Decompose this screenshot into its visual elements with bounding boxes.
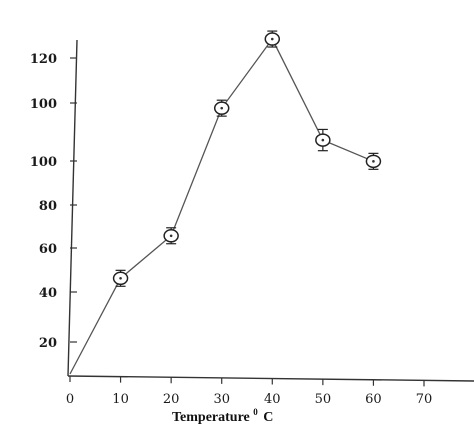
data-point-center xyxy=(372,160,375,163)
x-tick-label: 50 xyxy=(315,392,332,407)
y-tick-label: 80 xyxy=(39,199,57,214)
y-axis-line xyxy=(67,39,78,377)
x-tick-label: 30 xyxy=(213,392,230,407)
y-tick-label: 120 xyxy=(30,52,57,67)
x-tick-label: 70 xyxy=(416,392,433,407)
y-tick-label: 60 xyxy=(39,242,57,257)
x-axis-title-degree: 0 xyxy=(253,407,258,417)
x-tick-label: 20 xyxy=(163,392,180,407)
series-line xyxy=(69,37,374,375)
y-tick-label: 100 xyxy=(30,155,57,170)
y-tick-label: 20 xyxy=(39,336,57,351)
x-axis-title: Temperature 0 C xyxy=(172,404,273,425)
x-tick-label: 60 xyxy=(365,392,382,407)
series-line-group xyxy=(69,37,374,375)
y-axis-ticks: 20 40 60 80 100 100 120 xyxy=(30,52,77,351)
x-tick-label: 10 xyxy=(112,392,129,407)
x-axis-ticks: 0 10 20 30 40 50 60 70 xyxy=(66,376,432,407)
data-point-center xyxy=(270,37,274,41)
y-tick-label: 40 xyxy=(39,286,57,301)
x-axis-title-text: Temperature xyxy=(172,410,250,425)
data-point-center xyxy=(169,234,173,238)
data-points xyxy=(112,30,382,287)
x-tick-label: 40 xyxy=(264,392,281,407)
y-tick-label: 100 xyxy=(30,97,57,112)
x-axis-line xyxy=(67,375,474,382)
x-axis-title-unit: C xyxy=(263,410,273,425)
data-point-center xyxy=(321,138,325,142)
data-point-center xyxy=(220,106,224,110)
axes xyxy=(67,39,474,382)
data-point-center xyxy=(119,277,122,280)
x-tick-label: 0 xyxy=(66,392,74,407)
